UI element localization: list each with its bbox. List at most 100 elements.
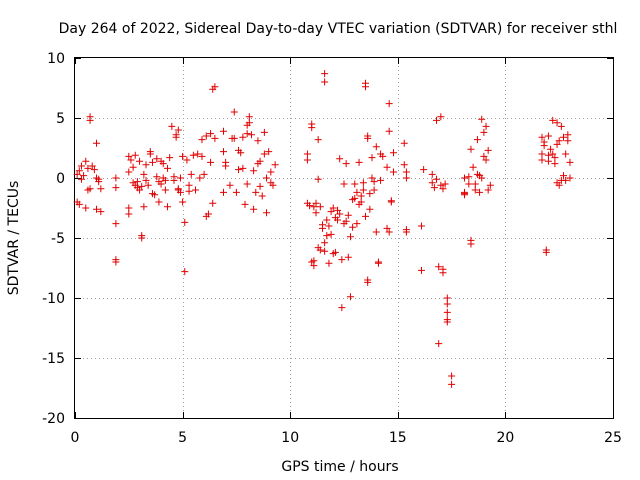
- data-point: [385, 228, 393, 236]
- data-point: [95, 175, 103, 183]
- data-point: [480, 152, 488, 160]
- data-point: [344, 253, 352, 261]
- data-point: [557, 122, 565, 130]
- data-point: [435, 340, 443, 348]
- data-point: [303, 156, 311, 164]
- data-point: [260, 128, 268, 136]
- data-point: [82, 157, 90, 165]
- data-point: [161, 186, 169, 194]
- data-point: [542, 248, 550, 256]
- data-point: [402, 226, 410, 234]
- data-point: [383, 224, 391, 232]
- data-point: [461, 191, 469, 199]
- data-point: [364, 132, 372, 140]
- data-point: [439, 185, 447, 193]
- data-point: [359, 186, 367, 194]
- data-point: [252, 188, 260, 196]
- data-point: [346, 233, 354, 241]
- data-point: [355, 158, 363, 166]
- data-point: [549, 116, 557, 124]
- data-point: [564, 131, 572, 139]
- data-point: [484, 186, 492, 194]
- data-point: [256, 182, 264, 190]
- data-point: [372, 143, 380, 151]
- data-point: [170, 176, 178, 184]
- data-point: [271, 161, 279, 169]
- data-point: [202, 132, 210, 140]
- data-point: [443, 300, 451, 308]
- data-point: [553, 140, 561, 148]
- data-point: [430, 184, 438, 192]
- data-point: [443, 308, 451, 316]
- data-point: [164, 164, 172, 172]
- data-point: [538, 150, 546, 158]
- data-point: [471, 180, 479, 188]
- data-point: [336, 210, 344, 218]
- data-point: [385, 100, 393, 108]
- data-point: [140, 170, 148, 178]
- data-point: [353, 188, 361, 196]
- data-point: [112, 174, 120, 182]
- data-point: [370, 186, 378, 194]
- data-point: [97, 185, 105, 193]
- data-point: [467, 240, 475, 248]
- data-point: [222, 158, 230, 166]
- data-point: [181, 268, 189, 276]
- data-point: [185, 187, 193, 195]
- data-point: [564, 137, 572, 145]
- data-point: [125, 210, 133, 218]
- data-point: [357, 198, 365, 206]
- data-point: [351, 180, 359, 188]
- y-tick-label: -20: [42, 411, 65, 427]
- data-point: [482, 156, 490, 164]
- data-point: [428, 170, 436, 178]
- data-point: [461, 174, 469, 182]
- data-point: [263, 174, 271, 182]
- data-point: [181, 218, 189, 226]
- data-point: [336, 155, 344, 163]
- x-axis-label: GPS time / hours: [281, 459, 398, 475]
- data-point: [560, 133, 568, 141]
- data-point: [400, 161, 408, 169]
- data-point: [482, 122, 490, 130]
- data-point: [138, 182, 146, 190]
- data-point: [478, 115, 486, 123]
- data-point: [97, 208, 105, 216]
- data-point: [239, 133, 247, 141]
- data-point: [544, 157, 552, 165]
- x-tick-label: 5: [178, 430, 187, 446]
- data-point: [327, 230, 335, 238]
- data-point: [566, 158, 574, 166]
- data-point: [232, 188, 240, 196]
- data-point: [219, 127, 227, 135]
- data-point: [544, 132, 552, 140]
- data-point: [435, 263, 443, 271]
- y-tick-label: -10: [42, 291, 65, 307]
- data-point: [538, 156, 546, 164]
- data-point: [112, 258, 120, 266]
- data-point: [166, 154, 174, 162]
- data-point: [538, 133, 546, 141]
- data-point: [168, 122, 176, 130]
- data-point: [310, 262, 318, 270]
- data-point: [562, 176, 570, 184]
- data-point: [437, 181, 445, 189]
- data-point: [441, 180, 449, 188]
- data-point: [402, 174, 410, 182]
- data-point: [331, 248, 339, 256]
- data-point: [138, 234, 146, 242]
- data-point: [267, 168, 275, 176]
- data-point: [374, 259, 382, 267]
- data-point: [303, 150, 311, 158]
- x-tick-labels: 0 5 10 15 20 25: [71, 430, 622, 446]
- data-point: [547, 145, 555, 153]
- data-point: [433, 175, 441, 183]
- data-point: [389, 168, 397, 176]
- data-point: [306, 202, 314, 210]
- data-point: [155, 198, 163, 206]
- data-point: [480, 128, 488, 136]
- data-point: [161, 176, 169, 184]
- x-tick-label: 25: [604, 430, 622, 446]
- data-point: [486, 181, 494, 189]
- data-point: [151, 191, 159, 199]
